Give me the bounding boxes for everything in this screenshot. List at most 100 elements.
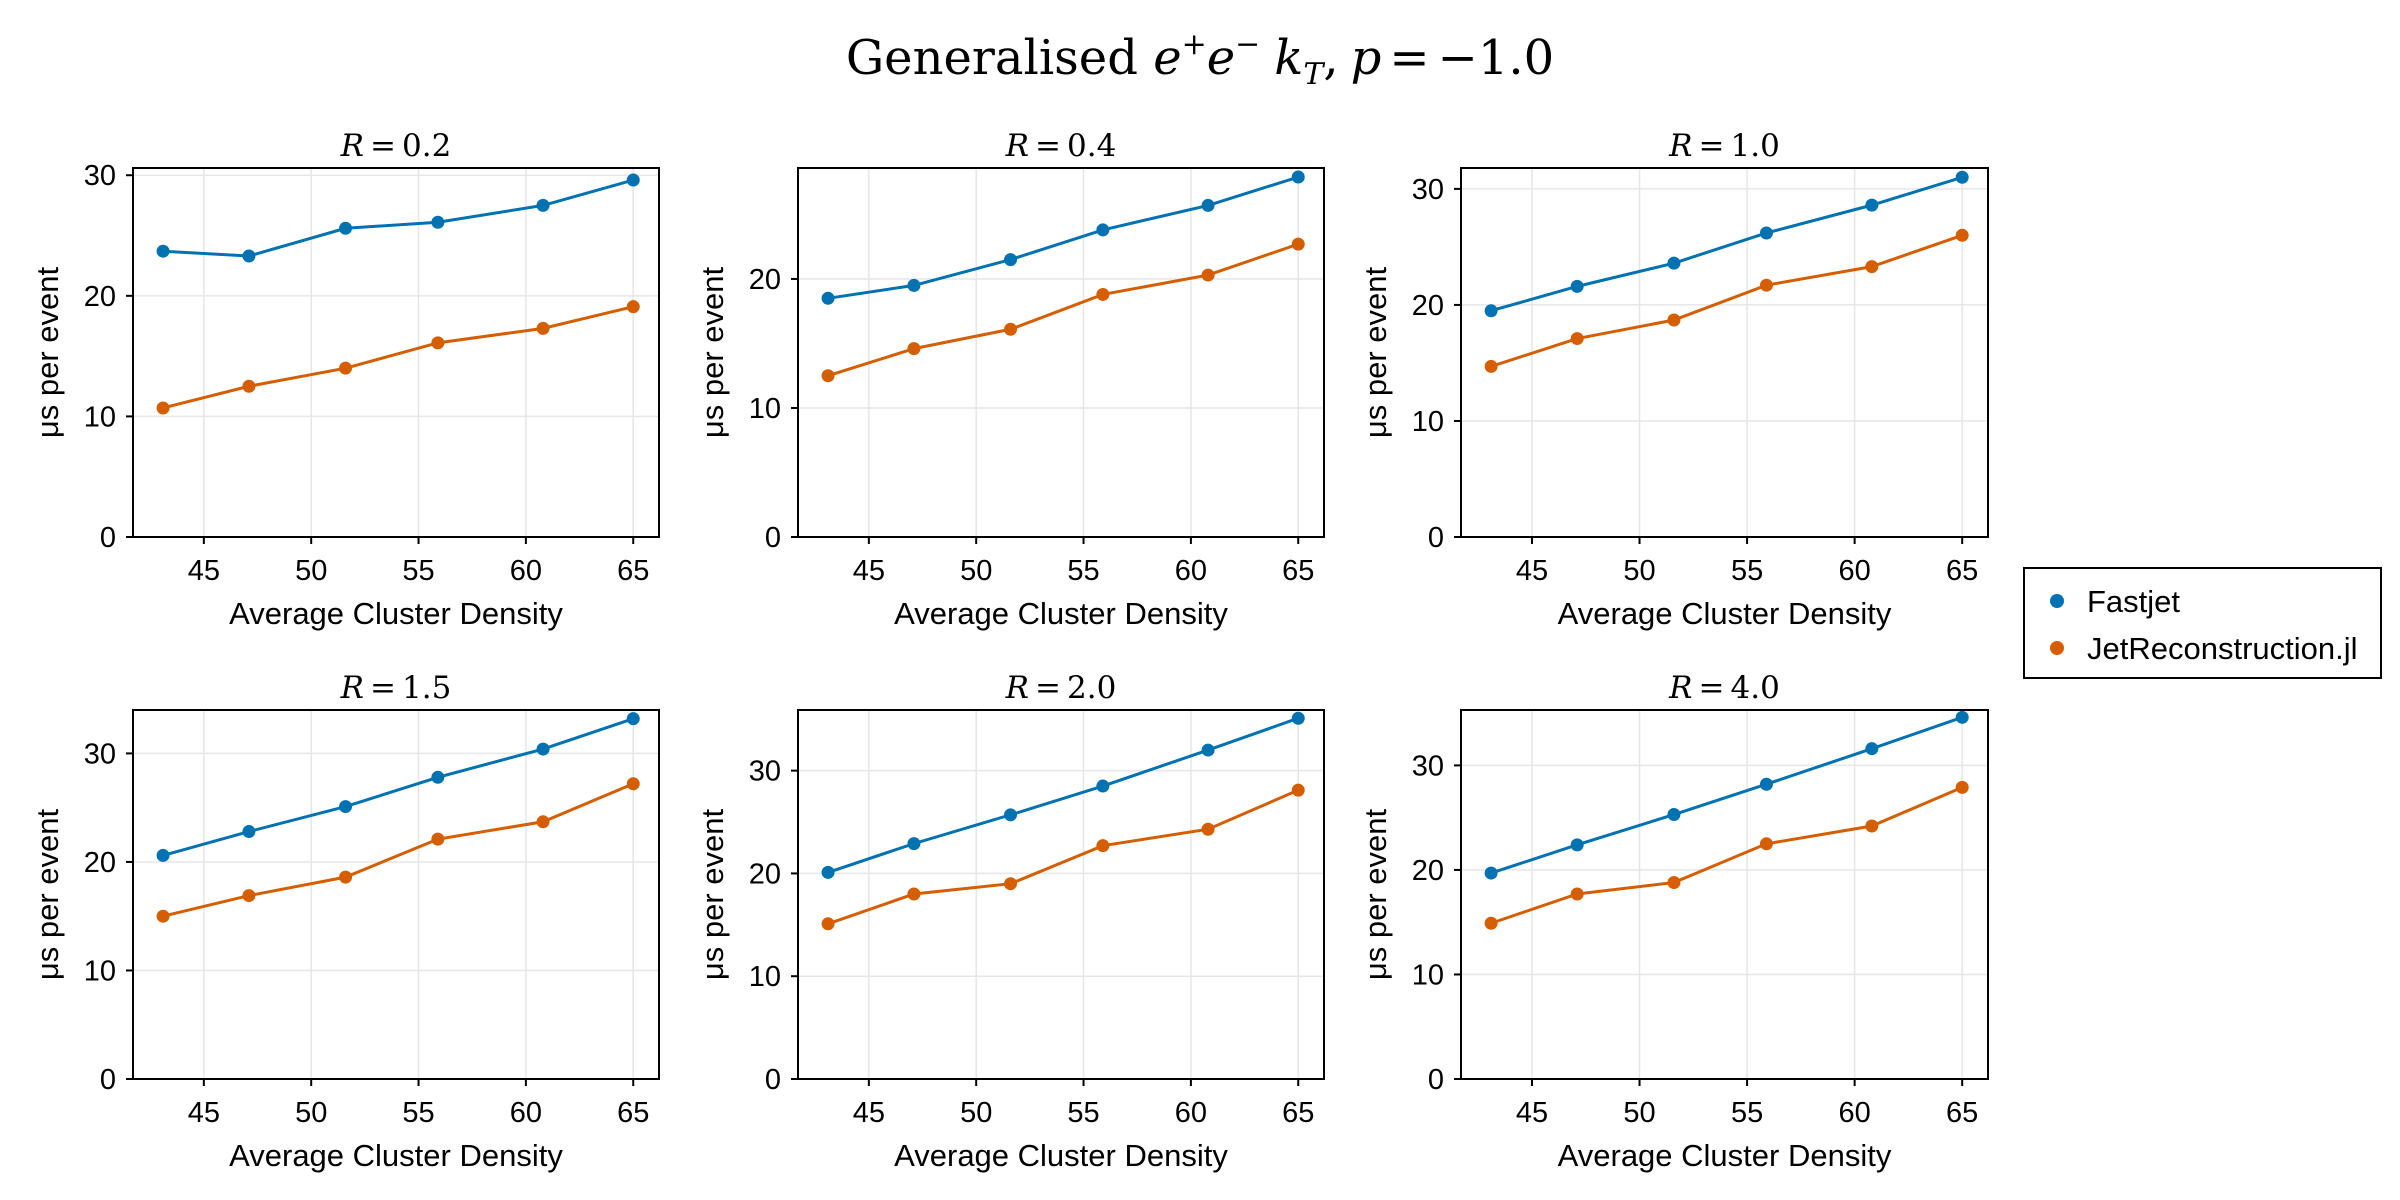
data-point — [626, 300, 640, 314]
x-tick-label: 65 — [617, 1097, 649, 1129]
series-line — [1490, 175, 1963, 313]
title-prefix: Generalised — [846, 30, 1153, 86]
series-line — [827, 242, 1299, 378]
data-point — [1484, 359, 1498, 373]
legend-frame — [2023, 567, 2382, 679]
panel-title: R = 2.0 — [1005, 670, 1117, 706]
x-tick-label: 65 — [1282, 1097, 1314, 1129]
data-point — [1865, 819, 1879, 833]
data-point — [1201, 822, 1215, 836]
data-point — [1667, 313, 1681, 327]
x-tick-label: 60 — [1839, 555, 1871, 587]
panel-title: R = 0.4 — [1005, 128, 1117, 164]
legend-label-fastjet: Fastjet — [2087, 584, 2180, 619]
x-axis-label: Average Cluster Density — [1558, 1138, 1892, 1173]
y-tick-label: 0 — [100, 1064, 116, 1096]
plot-frame — [797, 167, 1325, 538]
data-point — [1004, 253, 1018, 267]
y-tick-label: 10 — [749, 393, 781, 425]
x-tick-label: 60 — [510, 555, 542, 587]
x-tick-label: 50 — [1623, 1097, 1655, 1129]
y-tick-label: 0 — [765, 522, 781, 554]
y-tick-label: 30 — [749, 756, 781, 788]
y-axis-label: μs per event — [695, 809, 730, 981]
x-tick-label: 65 — [617, 555, 649, 587]
x-axis-label: Average Cluster Density — [1558, 596, 1892, 631]
data-point — [1096, 223, 1110, 237]
x-axis-label: Average Cluster Density — [229, 596, 563, 631]
title-plus: + — [1182, 27, 1207, 62]
data-point — [1201, 198, 1215, 212]
data-point — [907, 342, 921, 356]
data-point — [821, 369, 835, 383]
y-tick-label: 20 — [1412, 290, 1444, 322]
panel-title: R = 4.0 — [1668, 670, 1780, 706]
series-fastjet — [156, 712, 640, 862]
data-point — [242, 889, 256, 903]
legend-marker-jetreconstruction — [2050, 641, 2064, 655]
y-axis-label: μs per event — [30, 267, 65, 439]
y-tick-label: 20 — [84, 281, 116, 313]
data-point — [907, 837, 921, 851]
data-point — [156, 848, 170, 862]
x-tick-label: 65 — [1282, 555, 1314, 587]
x-tick-label: 55 — [1067, 555, 1099, 587]
data-point — [339, 361, 353, 375]
data-point — [1865, 198, 1879, 212]
data-point — [1955, 228, 1969, 242]
panel-2: 45 50 55 60 65 0 10 20 Average Cluster Density μs… — [695, 128, 1325, 631]
x-tick-label: 50 — [295, 555, 327, 587]
data-point — [242, 825, 256, 839]
x-tick-label: 50 — [295, 1097, 327, 1129]
title-e2: e — [1207, 30, 1235, 86]
x-tick-label: 55 — [402, 1097, 434, 1129]
data-point — [1291, 711, 1305, 725]
y-tick-label: 0 — [1428, 522, 1444, 554]
data-point — [242, 249, 256, 263]
series-jetreconstruction — [156, 777, 640, 923]
data-point — [1570, 838, 1584, 852]
title-k: k — [1274, 30, 1303, 86]
series-line — [827, 788, 1299, 926]
x-tick-label: 45 — [1516, 1097, 1548, 1129]
data-point — [431, 336, 445, 350]
data-point — [1570, 887, 1584, 901]
data-point — [1570, 279, 1584, 293]
legend-marker-fastjet — [2050, 594, 2064, 608]
x-tick-label: 45 — [853, 1097, 885, 1129]
title-T: T — [1303, 57, 1325, 92]
series-fastjet — [1484, 170, 1969, 318]
data-point — [1955, 780, 1969, 794]
data-point — [1096, 287, 1110, 301]
y-tick-label: 10 — [84, 401, 116, 433]
title-comma: , — [1323, 30, 1338, 86]
panel-title: R = 1.5 — [340, 670, 452, 706]
y-axis-label: μs per event — [1358, 809, 1393, 981]
data-point — [156, 909, 170, 923]
data-point — [1759, 226, 1773, 240]
data-point — [156, 401, 170, 415]
y-tick-label: 20 — [749, 858, 781, 890]
y-tick-label: 10 — [1412, 959, 1444, 991]
y-tick-label: 20 — [1412, 855, 1444, 887]
data-point — [626, 712, 640, 726]
data-point — [1484, 304, 1498, 318]
data-point — [1004, 808, 1018, 822]
plot-frame — [1460, 709, 1989, 1080]
data-point — [156, 244, 170, 258]
panel-title: R = 0.2 — [340, 128, 452, 164]
data-point — [1759, 278, 1773, 292]
y-tick-label: 10 — [1412, 406, 1444, 438]
plot-frame — [1460, 167, 1989, 538]
data-point — [626, 777, 640, 791]
data-point — [1291, 783, 1305, 797]
data-point — [1865, 260, 1879, 274]
data-point — [536, 321, 550, 335]
data-point — [1291, 237, 1305, 251]
series-fastjet — [821, 170, 1305, 305]
y-tick-label: 0 — [100, 522, 116, 554]
x-tick-label: 45 — [1516, 555, 1548, 587]
data-point — [626, 173, 640, 187]
data-point — [1096, 839, 1110, 853]
